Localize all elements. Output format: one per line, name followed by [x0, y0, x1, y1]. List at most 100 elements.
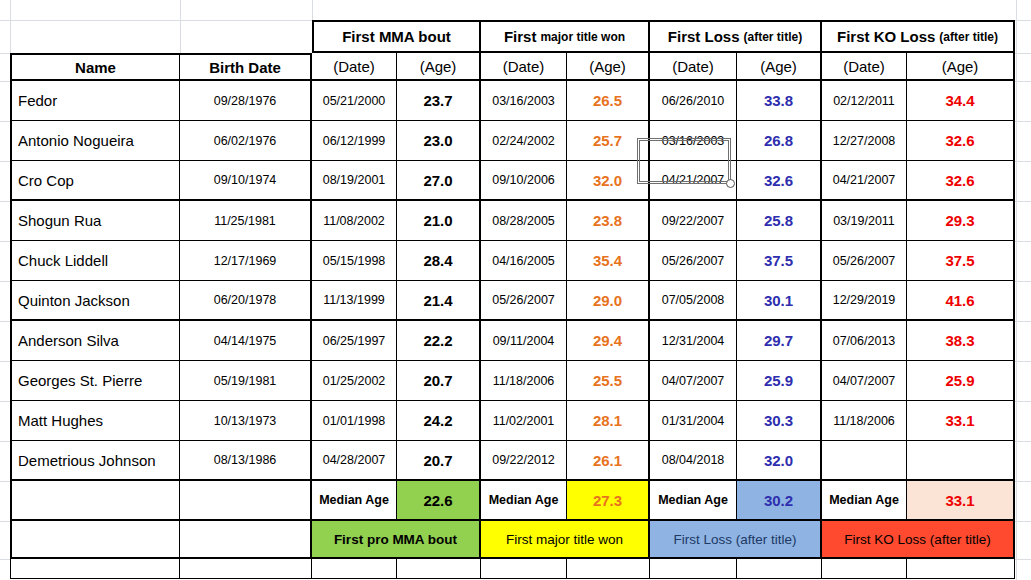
cell-title-date[interactable]: 03/16/2003 — [481, 81, 567, 121]
empty-cell[interactable] — [10, 481, 180, 521]
cell-birth[interactable]: 12/17/1969 — [180, 241, 312, 281]
cell-name[interactable]: Chuck Liddell — [10, 241, 180, 281]
col-header-title-date[interactable]: (Date) — [481, 53, 567, 81]
empty-cell[interactable] — [737, 559, 822, 579]
banner-first-ko-loss-after-title[interactable]: First KO Loss (after title) — [822, 521, 1015, 559]
banner-first-pro-mma-bout[interactable]: First pro MMA bout — [312, 521, 481, 559]
cell-mma-date[interactable]: 11/08/2002 — [312, 201, 397, 241]
cell-mma-date[interactable]: 05/15/1998 — [312, 241, 397, 281]
cell-name[interactable]: Matt Hughes — [10, 401, 180, 441]
cell-ko-date[interactable]: 12/29/2019 — [822, 281, 907, 321]
cell-loss-age[interactable]: 29.7 — [737, 321, 822, 361]
cell-title-age[interactable]: 25.5 — [567, 361, 650, 401]
col-header-mma-date[interactable]: (Date) — [312, 53, 397, 81]
cell-birth[interactable]: 06/02/1976 — [180, 121, 312, 161]
cell-name[interactable]: Antonio Nogueira — [10, 121, 180, 161]
cell-mma-date[interactable]: 11/13/1999 — [312, 281, 397, 321]
cell-ko-age[interactable]: 32.6 — [907, 161, 1015, 201]
cell-ko-date[interactable]: 11/18/2006 — [822, 401, 907, 441]
empty-cell[interactable] — [10, 559, 180, 579]
median-age-label[interactable]: Median Age — [312, 481, 397, 521]
empty-cell[interactable] — [481, 559, 567, 579]
col-header-ko-age[interactable]: (Age) — [907, 53, 1015, 81]
cell-title-age[interactable]: 25.7 — [567, 121, 650, 161]
group-header-first-major-title[interactable]: First major title won — [481, 20, 650, 53]
cell-loss-age[interactable]: 32.0 — [737, 441, 822, 481]
cell-mma-age[interactable]: 28.4 — [397, 241, 481, 281]
cell-name[interactable]: Anderson Silva — [10, 321, 180, 361]
cell-mma-date[interactable]: 01/25/2002 — [312, 361, 397, 401]
cell-birth[interactable]: 06/20/1978 — [180, 281, 312, 321]
cell-mma-date[interactable]: 04/28/2007 — [312, 441, 397, 481]
cell-mma-age[interactable]: 23.0 — [397, 121, 481, 161]
cell-loss-age[interactable]: 26.8 — [737, 121, 822, 161]
cell-ko-date[interactable] — [822, 441, 907, 481]
col-header-birth-date[interactable]: Birth Date — [180, 53, 312, 81]
cell-title-age[interactable]: 29.4 — [567, 321, 650, 361]
cell-loss-age[interactable]: 25.9 — [737, 361, 822, 401]
median-value-loss[interactable]: 30.2 — [737, 481, 822, 521]
cell-mma-date[interactable]: 05/21/2000 — [312, 81, 397, 121]
cell-ko-age[interactable]: 41.6 — [907, 281, 1015, 321]
empty-cell[interactable] — [180, 559, 312, 579]
cell-title-date[interactable]: 05/26/2007 — [481, 281, 567, 321]
cell-birth[interactable]: 08/13/1986 — [180, 441, 312, 481]
cell-ko-date[interactable]: 04/21/2007 — [822, 161, 907, 201]
cell-mma-age[interactable]: 21.4 — [397, 281, 481, 321]
median-value-title[interactable]: 27.3 — [567, 481, 650, 521]
cell-title-age[interactable]: 32.0 — [567, 161, 650, 201]
cell-title-date[interactable]: 02/24/2002 — [481, 121, 567, 161]
empty-cell[interactable] — [822, 559, 907, 579]
cell-loss-age[interactable]: 33.8 — [737, 81, 822, 121]
cell-name[interactable]: Georges St. Pierre — [10, 361, 180, 401]
cell-title-date[interactable]: 09/11/2004 — [481, 321, 567, 361]
cell-mma-date[interactable]: 06/12/1999 — [312, 121, 397, 161]
cell-mma-age[interactable]: 23.7 — [397, 81, 481, 121]
cell-birth[interactable]: 04/14/1975 — [180, 321, 312, 361]
cell-mma-age[interactable]: 21.0 — [397, 201, 481, 241]
cell-ko-date[interactable]: 02/12/2011 — [822, 81, 907, 121]
cell-title-age[interactable]: 29.0 — [567, 281, 650, 321]
cell-birth[interactable]: 09/10/1974 — [180, 161, 312, 201]
col-header-title-age[interactable]: (Age) — [567, 53, 650, 81]
cell-loss-date[interactable]: 04/21/2007 — [650, 161, 737, 201]
cell-mma-date[interactable]: 08/19/2001 — [312, 161, 397, 201]
cell-title-age[interactable]: 35.4 — [567, 241, 650, 281]
cell-birth[interactable]: 11/25/1981 — [180, 201, 312, 241]
cell-ko-age[interactable]: 34.4 — [907, 81, 1015, 121]
cell-ko-date[interactable]: 03/19/2011 — [822, 201, 907, 241]
cell-ko-age[interactable]: 29.3 — [907, 201, 1015, 241]
cell-title-age[interactable]: 28.1 — [567, 401, 650, 441]
cell-loss-age[interactable]: 30.1 — [737, 281, 822, 321]
group-header-first-ko-loss[interactable]: First KO Loss (after title) — [822, 20, 1015, 53]
cell-mma-date[interactable]: 06/25/1997 — [312, 321, 397, 361]
cell-birth[interactable]: 10/13/1973 — [180, 401, 312, 441]
median-value-mma[interactable]: 22.6 — [397, 481, 481, 521]
cell-loss-age[interactable]: 37.5 — [737, 241, 822, 281]
cell-loss-date[interactable]: 09/22/2007 — [650, 201, 737, 241]
cell-name[interactable]: Cro Cop — [10, 161, 180, 201]
cell-loss-age[interactable]: 32.6 — [737, 161, 822, 201]
cell-mma-age[interactable]: 20.7 — [397, 361, 481, 401]
cell-title-date[interactable]: 09/22/2012 — [481, 441, 567, 481]
median-age-label[interactable]: Median Age — [481, 481, 567, 521]
cell-name[interactable]: Quinton Jackson — [10, 281, 180, 321]
cell-ko-date[interactable]: 07/06/2013 — [822, 321, 907, 361]
cell-ko-age[interactable]: 33.1 — [907, 401, 1015, 441]
cell-title-date[interactable]: 11/02/2001 — [481, 401, 567, 441]
cell-title-age[interactable]: 26.5 — [567, 81, 650, 121]
group-header-first-loss[interactable]: First Loss (after title) — [650, 20, 822, 53]
cell-loss-date[interactable]: 07/05/2008 — [650, 281, 737, 321]
cell-ko-age[interactable]: 38.3 — [907, 321, 1015, 361]
cell-loss-date[interactable]: 01/31/2004 — [650, 401, 737, 441]
group-header-first-mma-bout[interactable]: First MMA bout — [312, 20, 481, 53]
cell-ko-date[interactable]: 12/27/2008 — [822, 121, 907, 161]
empty-cell[interactable] — [312, 559, 397, 579]
cell-loss-date[interactable]: 04/07/2007 — [650, 361, 737, 401]
cell-ko-age[interactable] — [907, 441, 1015, 481]
banner-first-loss-after-title[interactable]: First Loss (after title) — [650, 521, 822, 559]
col-header-loss-date[interactable]: (Date) — [650, 53, 737, 81]
cell-birth[interactable]: 05/19/1981 — [180, 361, 312, 401]
empty-cell[interactable] — [180, 521, 312, 559]
cell-ko-date[interactable]: 04/07/2007 — [822, 361, 907, 401]
